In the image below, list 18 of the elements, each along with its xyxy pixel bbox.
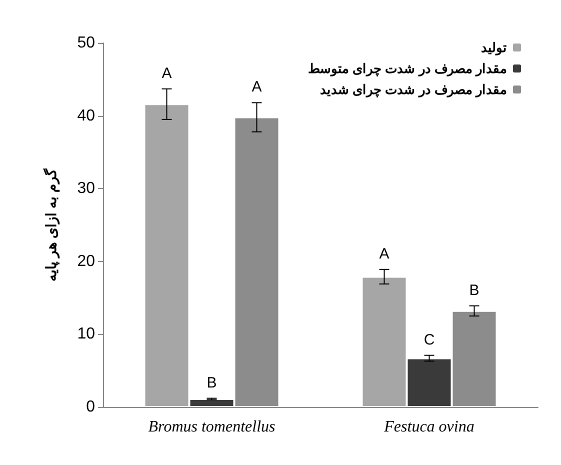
y-tick-label: 10 — [77, 326, 96, 343]
data-label: A — [252, 78, 262, 96]
data-label: C — [424, 331, 435, 348]
y-axis-title: گرم به ازای هر پایه — [43, 168, 60, 282]
data-label: A — [379, 245, 390, 262]
y-tick-label: 20 — [77, 252, 96, 270]
data-label: B — [206, 374, 217, 392]
y-tick-label: 40 — [77, 107, 96, 124]
legend-label: مقدار مصرف در شدت چرای شدید — [320, 82, 507, 98]
x-tick-label: Bromus tomentellus — [148, 418, 276, 436]
legend-label: تولید — [481, 40, 507, 56]
y-tick-label: 30 — [77, 180, 96, 198]
data-label: B — [469, 282, 480, 299]
y-tick-label: 50 — [77, 34, 96, 52]
y-tick-label: 0 — [86, 398, 96, 416]
x-tick-label: Festuca ovina — [383, 418, 474, 436]
legend-label: مقدار مصرف در شدت چرای متوسط — [308, 61, 507, 77]
data-label: A — [162, 64, 172, 82]
